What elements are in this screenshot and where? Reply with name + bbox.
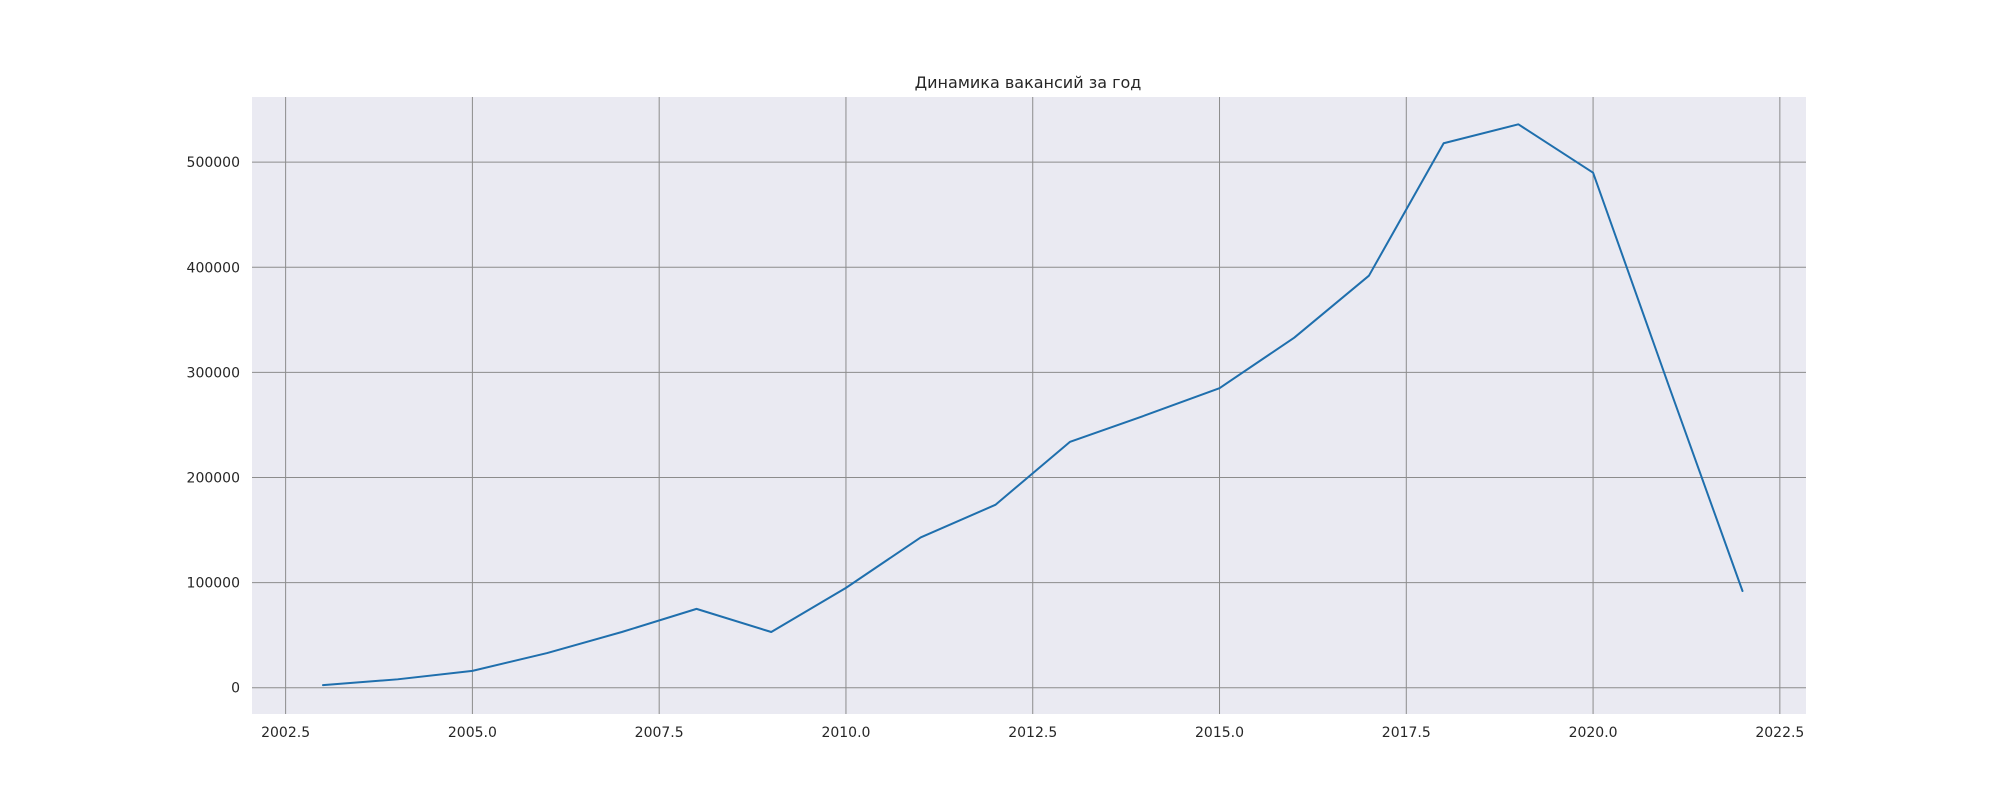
x-tick-label: 2017.5 (1382, 725, 1431, 741)
y-tick-label: 300000 (187, 365, 240, 381)
y-axis: 0 100000 200000 300000 400000 500000 (187, 155, 240, 697)
x-tick-label: 2020.0 (1569, 725, 1618, 741)
y-tick-label: 200000 (187, 471, 240, 487)
y-tick-label: 0 (231, 681, 240, 697)
x-axis: 2002.5 2005.0 2007.5 2010.0 2012.5 2015.0 2017… (261, 725, 1804, 741)
x-tick-label: 2022.5 (1755, 725, 1804, 741)
series-line (321, 123, 1744, 687)
grid (252, 97, 1806, 714)
y-tick-label: 100000 (187, 576, 240, 592)
y-tick-label: 400000 (187, 260, 240, 276)
x-tick-label: 2002.5 (261, 725, 310, 741)
x-tick-label: 2005.0 (448, 725, 497, 741)
series-layer (321, 123, 1744, 687)
plot-area (252, 97, 1806, 714)
x-tick-label: 2015.0 (1195, 725, 1244, 741)
x-tick-label: 2007.5 (635, 725, 684, 741)
chart-title: Динамика вакансий за год (915, 73, 1142, 92)
x-tick-label: 2012.5 (1008, 725, 1057, 741)
y-tick-label: 500000 (187, 155, 240, 171)
x-tick-label: 2010.0 (821, 725, 870, 741)
